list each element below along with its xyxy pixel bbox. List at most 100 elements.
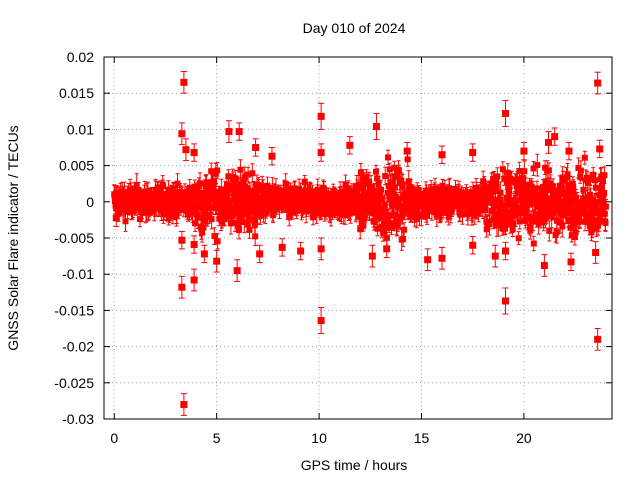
data-point: [190, 235, 198, 254]
point-marker: [190, 241, 198, 249]
data-point: [565, 141, 573, 161]
point-marker: [438, 151, 446, 159]
data-point: [567, 252, 575, 272]
data-point: [501, 99, 509, 128]
point-marker: [180, 78, 188, 86]
data-point: [233, 259, 241, 282]
y-tick-label: 0.005: [59, 158, 94, 174]
data-point: [469, 236, 477, 255]
point-marker: [297, 247, 305, 255]
point-marker: [182, 146, 190, 154]
data-point: [200, 244, 208, 264]
y-tick-label: -0.015: [54, 302, 94, 318]
data-point: [551, 127, 559, 146]
point-marker: [178, 283, 186, 291]
data-point: [372, 112, 380, 141]
point-marker: [317, 245, 325, 253]
point-marker: [596, 145, 604, 153]
point-marker: [424, 256, 432, 264]
point-marker: [256, 250, 264, 258]
data-point: [594, 71, 602, 95]
y-axis-label: GNSS Solar Flare indicator / TECUs: [5, 125, 21, 350]
x-tick-labels: 0 5 10 15 20: [110, 430, 532, 446]
point-marker: [594, 335, 602, 343]
data-point: [383, 239, 391, 259]
data-point: [190, 143, 198, 162]
data-point: [540, 254, 548, 277]
data-point: [501, 241, 509, 261]
y-tick-label: -0.01: [62, 266, 94, 282]
point-marker: [501, 109, 509, 117]
point-marker: [268, 152, 276, 160]
x-tick-label: 0: [110, 430, 118, 446]
y-tick-label: 0: [86, 194, 94, 210]
point-marker: [200, 250, 208, 258]
point-marker: [317, 149, 325, 157]
point-marker: [469, 241, 477, 249]
data-point: [278, 238, 286, 257]
point-marker: [383, 245, 391, 253]
data-point: [594, 328, 602, 351]
data-point: [225, 120, 233, 143]
data-point: [112, 208, 120, 227]
point-marker: [592, 248, 600, 256]
band-markers: [111, 154, 609, 247]
point-marker: [491, 252, 499, 260]
data-point: [178, 230, 186, 250]
y-tick-label: 0.01: [67, 121, 94, 137]
data-point: [545, 131, 552, 154]
data-point: [520, 141, 528, 161]
data-point: [235, 122, 243, 141]
y-tick-label: -0.03: [62, 411, 94, 427]
point-marker: [540, 262, 548, 270]
point-marker: [501, 297, 509, 305]
data-point: [256, 244, 264, 264]
data-point: [438, 246, 446, 270]
point-marker: [567, 258, 575, 266]
data-point: [317, 102, 325, 130]
axis-ticks: [104, 56, 612, 420]
point-marker: [403, 147, 411, 155]
y-tick-label: -0.005: [54, 230, 94, 246]
y-tick-label: -0.02: [62, 339, 94, 355]
data-point: [368, 244, 376, 268]
data-point: [268, 147, 276, 166]
point-marker: [235, 128, 243, 136]
data-point: [317, 143, 325, 162]
point-marker: [565, 147, 573, 155]
point-marker: [233, 267, 241, 275]
point-marker: [372, 123, 380, 131]
point-marker: [520, 147, 528, 155]
point-marker: [594, 79, 602, 87]
data-point: [178, 275, 186, 299]
chart-title: Day 010 of 2024: [303, 20, 406, 36]
data-point: [346, 136, 354, 155]
point-marker: [545, 138, 552, 146]
data-point: [317, 237, 325, 261]
data-point: [403, 141, 411, 161]
point-marker: [178, 130, 186, 138]
data-point: [491, 244, 499, 268]
x-tick-label: 10: [311, 430, 327, 446]
x-tick-label: 20: [516, 430, 532, 446]
data-point: [182, 138, 190, 162]
point-marker: [551, 133, 559, 141]
x-tick-label: 5: [213, 430, 221, 446]
data-point: [180, 70, 188, 94]
data-point: [469, 143, 477, 162]
data-points: [112, 70, 604, 416]
point-marker: [213, 257, 221, 265]
point-marker: [501, 247, 509, 255]
y-tick-labels: 0.02 0.015 0.01 0.005 0 -0.005 -0.01 -0.015 -0.0…: [54, 49, 94, 427]
dense-data-band: [111, 149, 609, 252]
point-marker: [278, 243, 286, 251]
data-point: [178, 122, 186, 146]
point-marker: [252, 144, 260, 151]
x-axis-label: GPS time / hours: [301, 457, 408, 473]
point-marker: [368, 252, 376, 260]
point-marker: [190, 149, 198, 157]
point-marker: [346, 141, 354, 149]
data-point: [317, 307, 325, 335]
data-point: [252, 138, 260, 157]
